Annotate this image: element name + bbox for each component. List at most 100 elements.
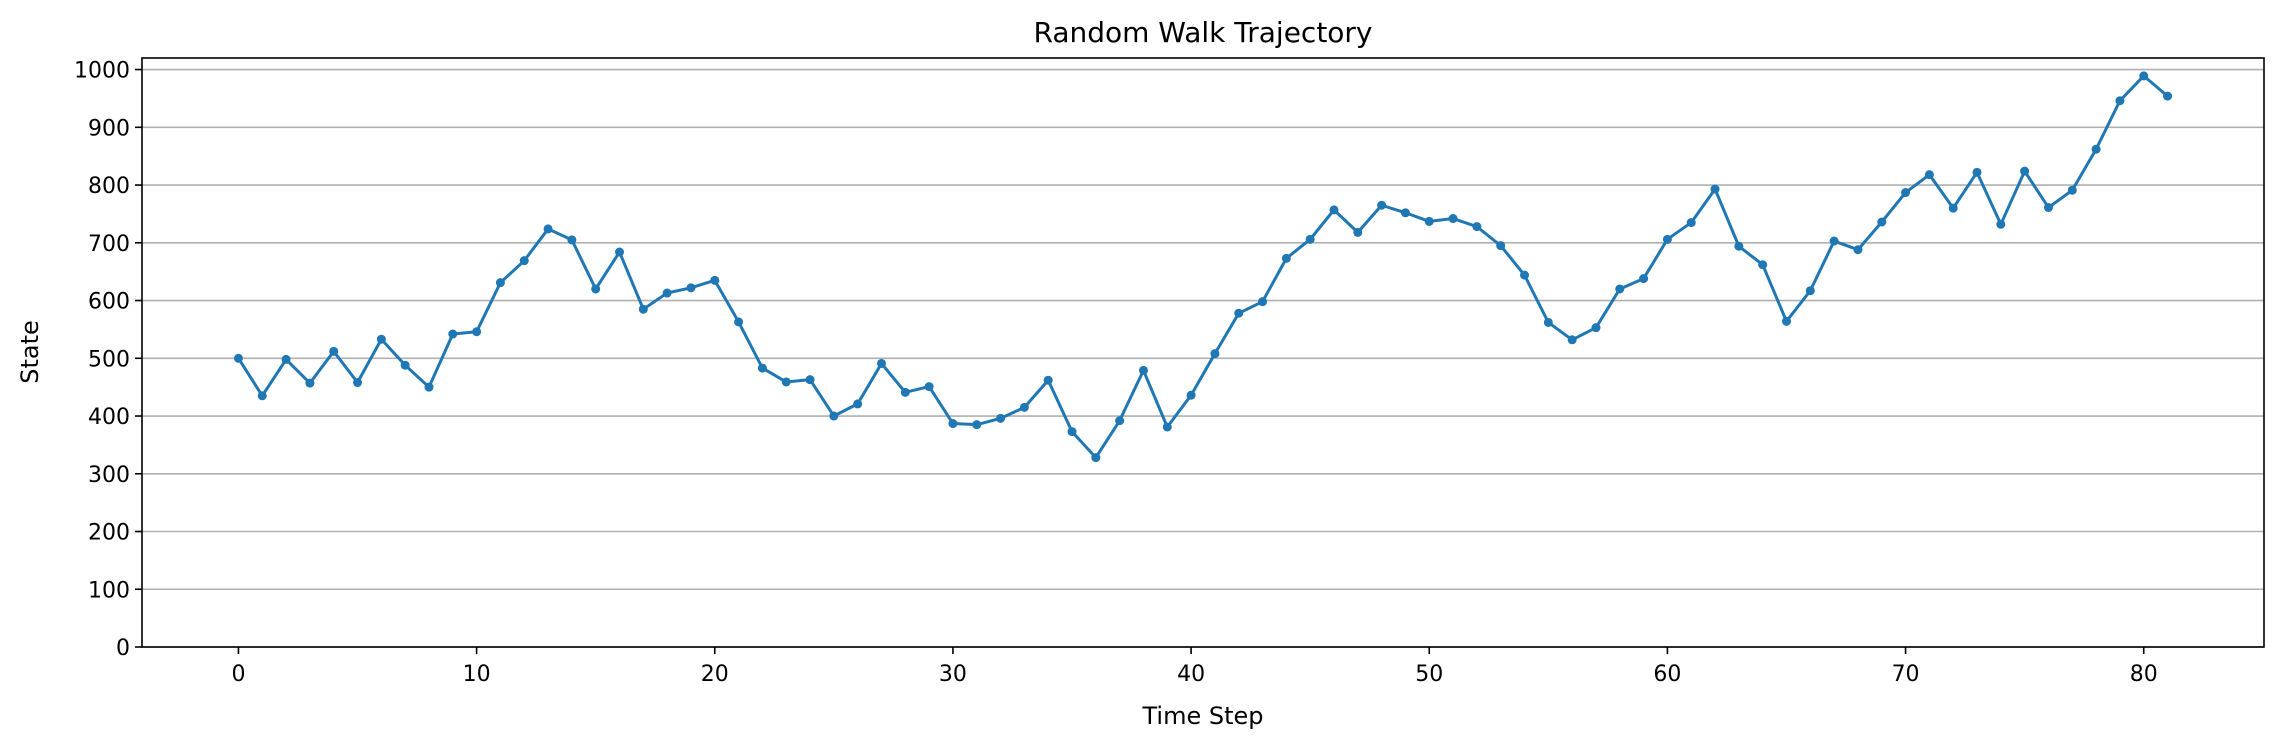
data-point	[281, 354, 291, 364]
data-point	[1805, 286, 1815, 296]
y-tick-label: 500	[88, 347, 130, 372]
x-tick-label: 70	[1892, 662, 1920, 687]
data-point	[305, 378, 315, 388]
x-tick-label: 80	[2130, 662, 2158, 687]
axis-ticks: 0 100 200 300 400 500 600 700 800 900 1000 0 10 20 30 4…	[74, 59, 2158, 687]
data-point	[567, 235, 577, 245]
data-point	[1400, 208, 1410, 218]
data-point	[1615, 284, 1625, 294]
data-point	[1734, 241, 1744, 251]
data-point	[1543, 317, 1553, 327]
data-point	[472, 327, 482, 337]
data-point	[1234, 308, 1244, 318]
data-point	[257, 391, 267, 401]
data-point	[1162, 422, 1172, 432]
data-point	[805, 375, 815, 385]
data-point	[1258, 297, 1268, 307]
data-point	[1948, 203, 1958, 213]
series-line	[236, 74, 2170, 460]
data-point	[1781, 316, 1791, 326]
data-point	[710, 275, 720, 285]
data-point	[448, 329, 458, 339]
data-point	[1591, 323, 1601, 333]
data-point	[853, 399, 863, 409]
data-point	[1829, 236, 1839, 246]
y-tick-label: 900	[88, 116, 130, 141]
data-point	[1996, 219, 2006, 229]
data-point	[543, 224, 553, 234]
data-point	[376, 334, 386, 344]
data-point	[2020, 166, 2030, 176]
data-point	[1115, 416, 1125, 426]
data-point	[757, 363, 767, 373]
x-tick-label: 0	[231, 662, 245, 687]
data-point	[1091, 453, 1101, 463]
data-point	[495, 278, 505, 288]
data-point	[2115, 96, 2125, 106]
y-tick-label: 400	[88, 405, 130, 430]
x-axis-label: Time Step	[1141, 702, 1263, 730]
data-point	[924, 382, 934, 392]
data-point	[1424, 216, 1434, 226]
data-point	[2043, 203, 2053, 213]
y-tick-label: 100	[88, 578, 130, 603]
grid-lines	[142, 68, 2264, 648]
data-point	[1877, 217, 1887, 227]
data-point	[424, 382, 434, 392]
data-point	[1901, 188, 1911, 198]
data-point	[353, 378, 363, 388]
data-point	[591, 284, 601, 294]
data-point	[1758, 260, 1768, 270]
data-point	[2091, 144, 2101, 154]
y-tick-label: 600	[88, 290, 130, 315]
data-point	[233, 353, 243, 363]
data-point	[876, 358, 886, 368]
data-point	[1377, 200, 1387, 210]
data-point	[519, 256, 529, 266]
data-point	[1353, 227, 1363, 237]
y-tick-label: 700	[88, 232, 130, 257]
data-point	[1281, 253, 1291, 263]
data-point	[1305, 234, 1315, 244]
data-point	[948, 419, 958, 429]
y-tick-label: 800	[88, 174, 130, 199]
data-point	[2163, 91, 2173, 101]
data-point	[1972, 167, 1982, 177]
data-point	[1210, 349, 1220, 359]
y-tick-label: 300	[88, 463, 130, 488]
data-point	[1329, 205, 1339, 215]
data-point	[1019, 402, 1029, 412]
data-point	[662, 288, 672, 298]
plot-area-frame	[141, 57, 2265, 648]
data-point	[1138, 365, 1148, 375]
y-tick-label: 1000	[74, 59, 130, 84]
x-tick-label: 30	[939, 662, 967, 687]
y-tick-label: 0	[116, 636, 130, 661]
data-series	[233, 71, 2173, 463]
data-point	[1686, 218, 1696, 228]
data-point	[972, 420, 982, 430]
y-axis-label: State	[16, 320, 44, 384]
chart-title: Random Walk Trajectory	[1033, 16, 1372, 49]
data-point	[829, 411, 839, 421]
data-point	[2139, 71, 2149, 81]
x-tick-label: 50	[1415, 662, 1443, 687]
data-point	[1924, 170, 1934, 180]
data-point	[686, 283, 696, 293]
data-point	[1472, 222, 1482, 232]
data-point	[329, 346, 339, 356]
data-point	[996, 413, 1006, 423]
data-point	[1662, 234, 1672, 244]
data-point	[615, 247, 625, 257]
data-point	[1853, 245, 1863, 255]
data-point	[2067, 185, 2077, 195]
data-point	[1710, 184, 1720, 194]
data-point	[1448, 214, 1458, 224]
data-point	[734, 317, 744, 327]
data-point	[638, 304, 648, 314]
data-point	[1639, 274, 1649, 284]
data-point	[1496, 241, 1506, 251]
data-point	[1067, 427, 1077, 437]
data-point	[1043, 375, 1053, 385]
